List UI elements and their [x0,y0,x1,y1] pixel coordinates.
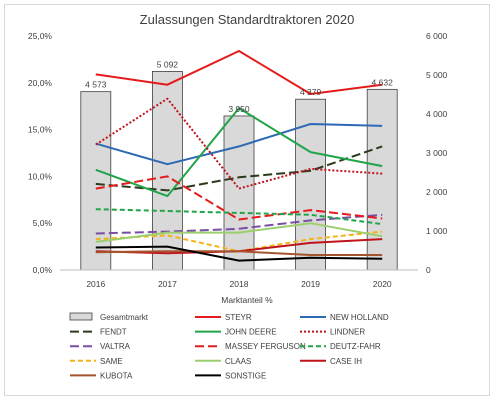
y-right-tick-label: 6 000 [426,31,448,41]
series-line-steyr [95,50,383,95]
y-right-tick-label: 3 000 [426,148,448,158]
legend-label-kubota: KUBOTA [100,371,133,380]
legend-label-steyr: STEYR [225,313,252,322]
legend-label-new-holland: NEW HOLLAND [330,313,389,322]
bar-label-2018: 3 950 [228,104,250,114]
bar-label-2020: 4 632 [372,77,394,87]
y-right-tick-label: 2 000 [426,187,448,197]
x-axis-label: Marktanteil % [221,295,273,305]
y-left-tick-label: 5,0% [33,218,53,228]
series-line-claas [95,222,383,243]
x-tick-label-2017: 2017 [158,279,177,289]
x-tick-label-2020: 2020 [373,279,392,289]
legend-label-same: SAME [100,357,123,366]
series-line-sonstige [95,245,383,262]
bar-label-2019: 4 379 [300,87,322,97]
y-right-tick-label: 0 [426,265,431,275]
legend-label-case-ih: CASE IH [330,357,362,366]
series-line-valtra [95,213,383,235]
y-left-tick-label: 10,0% [28,171,53,181]
legend-label-sonstige: SONSTIGE [225,371,266,380]
axes-group: 0,0% 5,0% 10,0% 15,0% 20,0% 25,0% 0 1 000 2 000 3… [28,31,448,289]
bar-label-2016: 4 573 [85,80,107,90]
legend-label-gesamtmarkt: Gesamtmarkt [100,313,149,322]
y-left-tick-label: 20,0% [28,78,53,88]
legend: Gesamtmarkt STEYR NEW HOLLAND FENDT JOHN DEE… [69,312,389,380]
chart-title: Zulassungen Standardtraktoren 2020 [140,12,355,27]
lines-group [95,50,383,262]
y-left-tick-label: 15,0% [28,125,53,135]
y-right-tick-label: 5 000 [426,70,448,80]
x-tick-label-2016: 2016 [86,279,105,289]
bar-2016 [80,91,112,271]
bar-labels-group: 4 573 5 092 3 950 4 379 4 632 [85,59,393,114]
x-tick-label-2018: 2018 [230,279,249,289]
legend-label-claas: CLAAS [225,357,251,366]
legend-label-valtra: VALTRA [100,342,131,351]
y-right-tick-label: 4 000 [426,109,448,119]
series-line-new-holland [95,123,383,166]
bar-label-2017: 5 092 [157,59,179,69]
y-right-tick-label: 1 000 [426,226,448,236]
bar-2017 [151,71,183,271]
legend-label-lindner: LINDNER [330,328,365,337]
y-left-tick-label: 0,0% [33,265,53,275]
series-line-massey-ferguson [95,175,383,221]
bar-2020 [366,88,398,271]
series-line-john-deere [95,107,383,198]
bar-2018 [223,115,255,271]
legend-label-massey-ferguson: MASSEY FERGUSON [225,342,306,351]
legend-label-fendt: FENDT [100,328,127,337]
series-line-lindner [95,97,383,190]
y-left-tick-label: 25,0% [28,31,53,41]
legend-swatch-gesamtmarkt [69,312,93,321]
x-tick-label-2019: 2019 [301,279,320,289]
series-line-kubota [95,250,383,256]
legend-label-john-deere: JOHN DEERE [225,328,277,337]
legend-label-deutz-fahr: DEUTZ-FAHR [330,342,381,351]
